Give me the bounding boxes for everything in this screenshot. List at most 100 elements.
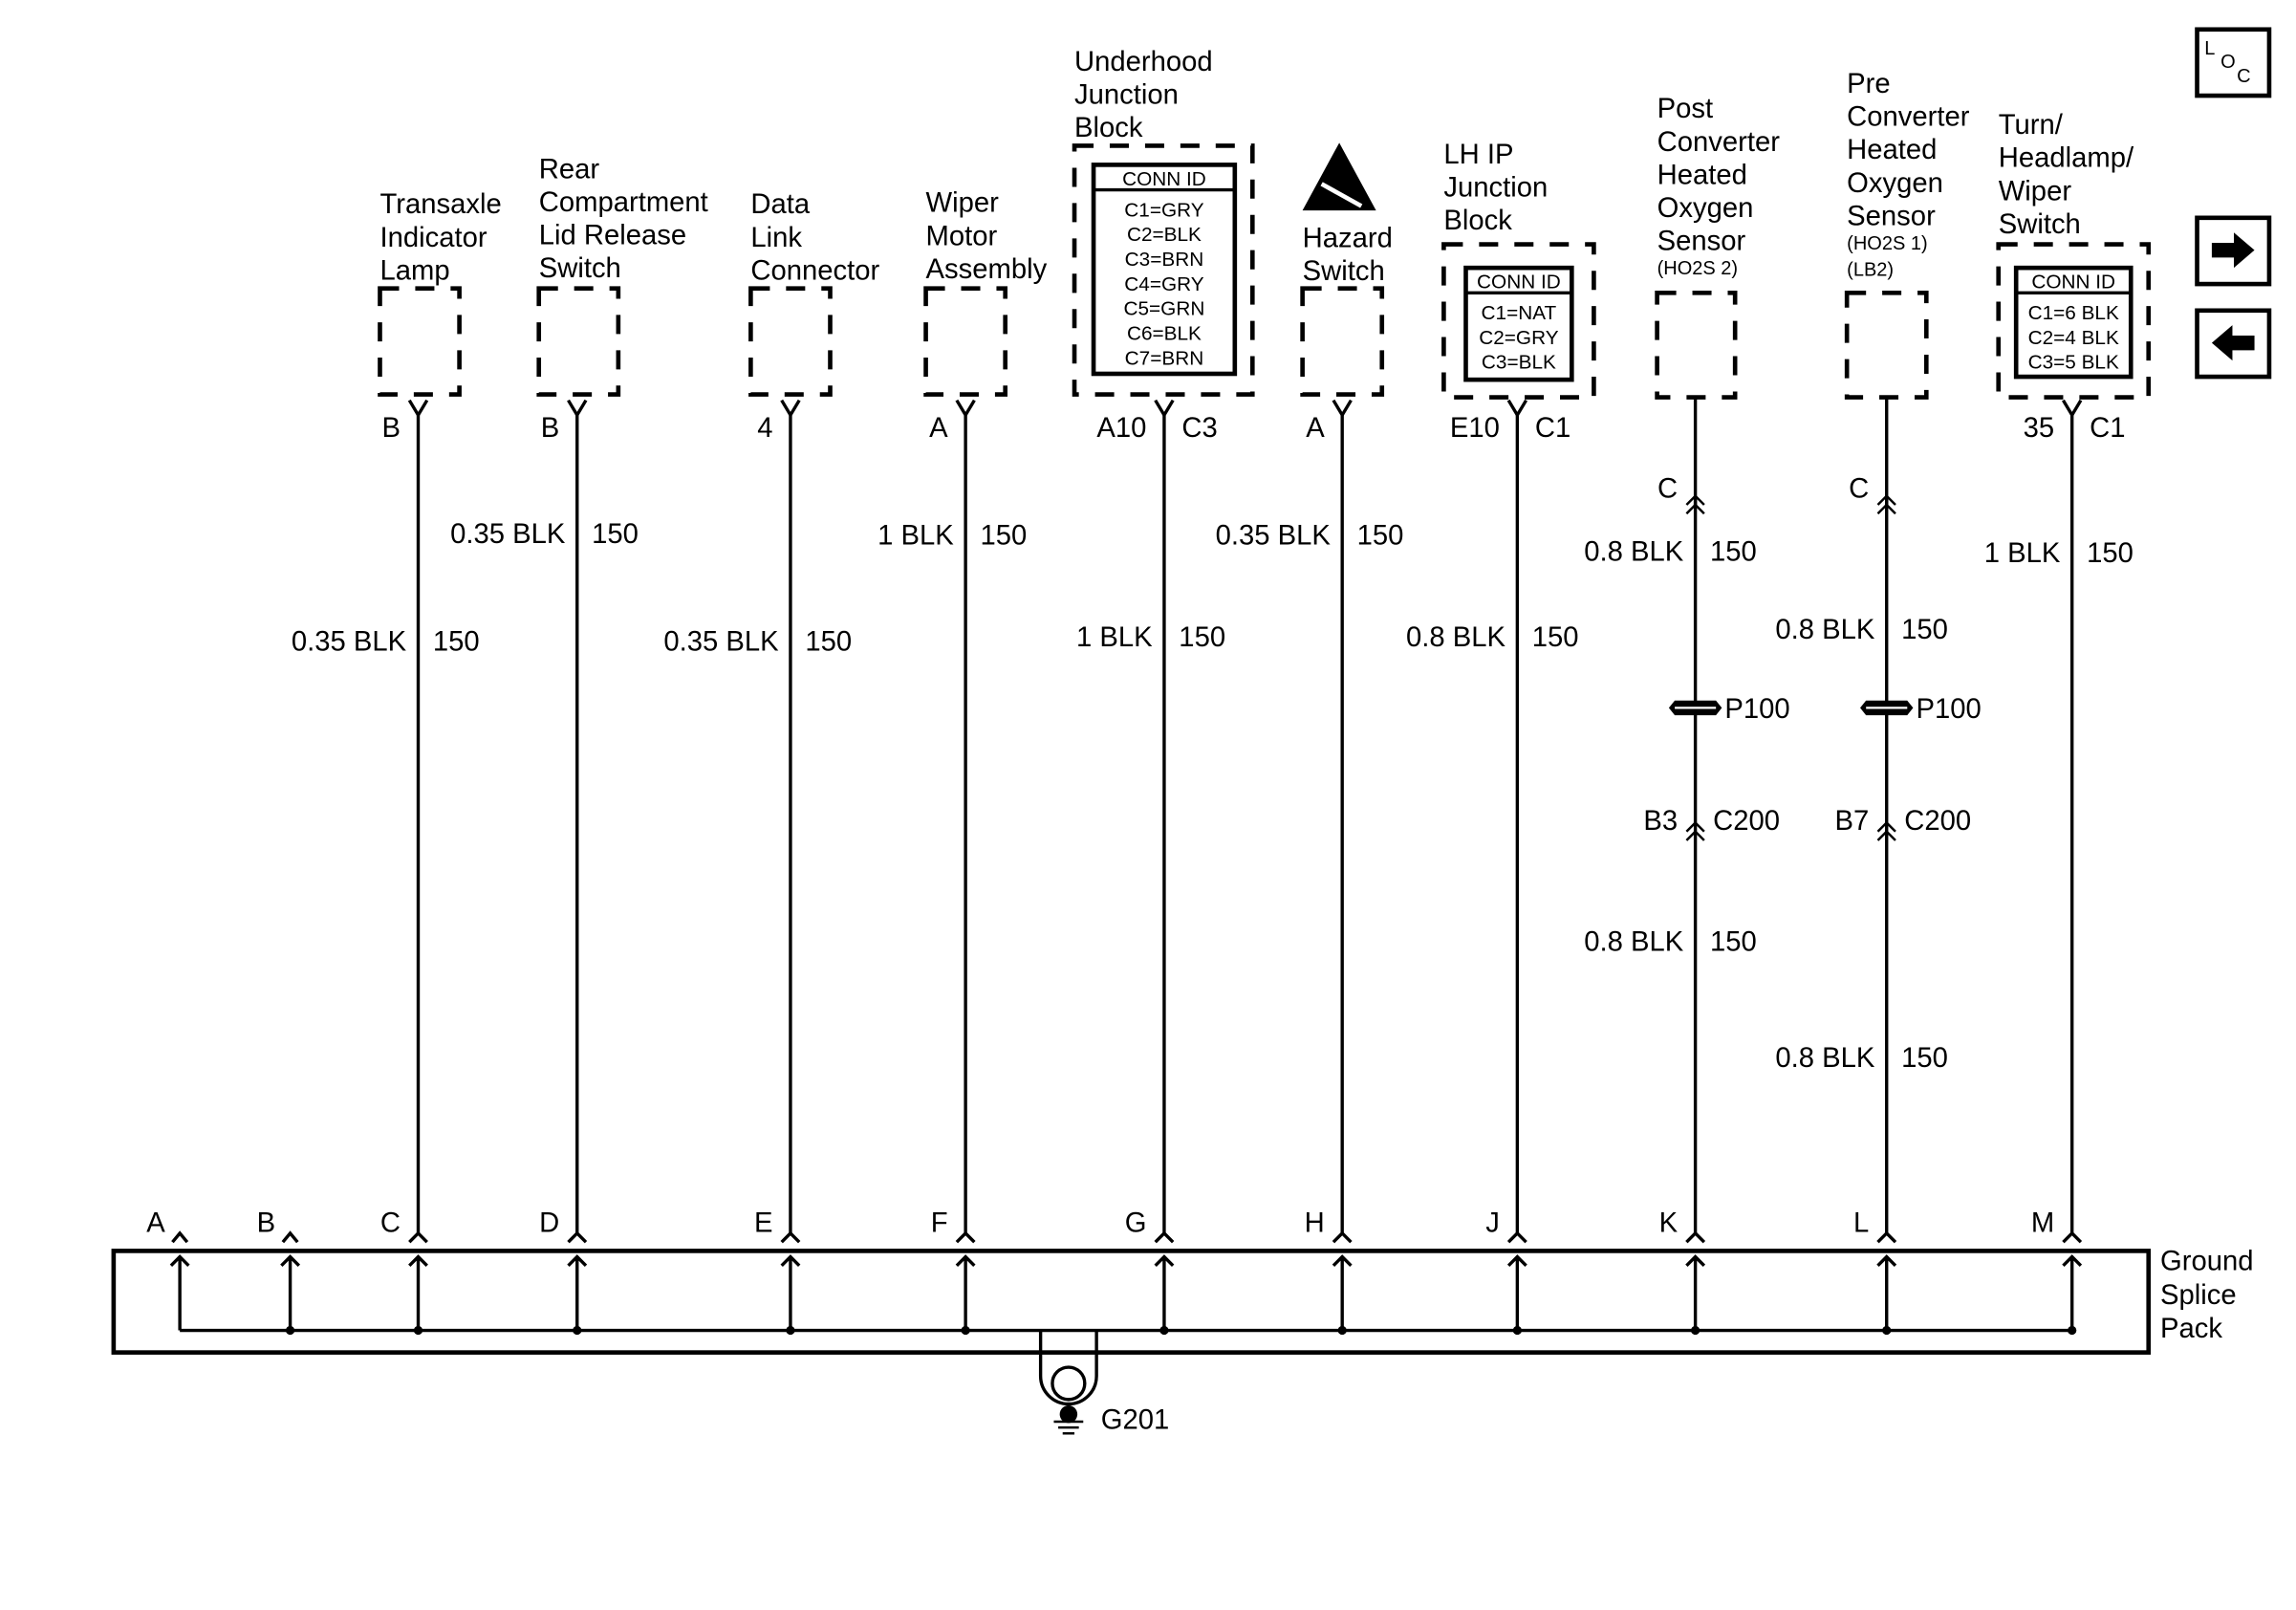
conn-id-row: C2=4 BLK — [2028, 327, 2119, 349]
circuit-number: 150 — [1710, 926, 1757, 957]
pass-through-grommet-icon — [1668, 700, 1722, 716]
component-name-line: Assembly — [926, 254, 1048, 285]
connector-pin-icon — [407, 399, 429, 419]
splice-junction-dot — [1512, 1325, 1522, 1336]
wire-gauge: 1 BLK — [1076, 622, 1153, 653]
component-name-line: Switch — [1303, 256, 1385, 287]
conn-id-table: CONN ID C1=6 BLK C2=4 BLK C3=5 BLK — [2013, 265, 2134, 380]
splice-pin-icon — [955, 1230, 976, 1244]
splice-pin-label: C — [380, 1208, 401, 1238]
wire-gauge: 0.35 BLK — [292, 626, 407, 657]
splice-pin-icon — [2062, 1230, 2083, 1244]
splice-junction-dot — [413, 1325, 423, 1336]
loc-button[interactable]: L O C — [2195, 27, 2272, 98]
pass-through-grommet-icon — [1860, 700, 1914, 716]
circuit-number: 150 — [1179, 622, 1225, 653]
pin-label: A10 — [1096, 413, 1146, 444]
conn-id-row: C3=5 BLK — [2028, 352, 2119, 374]
ground-icon — [1059, 1405, 1078, 1424]
component-name-line: Block — [1074, 113, 1143, 143]
ground-stud — [1051, 1365, 1087, 1402]
conn-id-title: CONN ID — [1477, 272, 1561, 294]
wire-gauge: 1 BLK — [1984, 538, 2061, 569]
splice-pin-label: F — [931, 1208, 948, 1238]
splice-pin-label: L — [1853, 1208, 1869, 1238]
wire-gauge: 0.8 BLK — [1775, 615, 1875, 645]
component-name-line: Wiper — [926, 188, 1000, 219]
arrow-left-icon[interactable] — [2195, 308, 2272, 380]
pin-label: C — [1849, 473, 1869, 504]
component-outline — [1072, 143, 1255, 397]
splice-pin-icon — [281, 1230, 299, 1244]
pin-label: 35 — [2024, 413, 2055, 444]
splice-pin-icon — [567, 1230, 588, 1244]
component-name-line: Switch — [539, 253, 621, 284]
splice-pin-icon — [780, 1230, 801, 1244]
splice-pin-icon — [1332, 1230, 1353, 1244]
pin-label: A — [929, 413, 948, 444]
circuit-number: 150 — [1710, 536, 1757, 567]
pin-label: B — [541, 413, 560, 444]
connector-label: C1 — [2090, 413, 2125, 444]
conn-id-table: CONN ID C1=NAT C2=GRY C3=BLK — [1463, 265, 1574, 382]
loc-letter: C — [2237, 66, 2250, 87]
location-view-icon[interactable] — [2195, 27, 2272, 98]
component-name-line: Converter — [1657, 127, 1781, 158]
component-name-line: Underhood — [1074, 47, 1213, 77]
splice-pin-label: D — [539, 1208, 559, 1238]
connector-pin-icon — [1506, 399, 1528, 419]
circuit-number: 150 — [1901, 1043, 1948, 1074]
pin-label: 4 — [757, 413, 772, 444]
wire-gauge: 0.8 BLK — [1584, 536, 1684, 567]
splice-junction-dot — [1882, 1325, 1892, 1336]
arrow-right-icon[interactable] — [2195, 215, 2272, 287]
conn-id-row: C2=BLK — [1127, 224, 1202, 246]
component-name-line: Pre — [1847, 69, 1891, 99]
component-name-line: Oxygen — [1657, 193, 1754, 224]
circuit-number: 150 — [433, 626, 480, 657]
connector-label: C1 — [1535, 413, 1570, 444]
wire-gauge: 0.8 BLK — [1406, 622, 1506, 653]
conn-id-row: C2=GRY — [1479, 327, 1558, 349]
wire-gauge: 0.8 BLK — [1775, 1043, 1875, 1074]
splice-junction-dot — [1691, 1325, 1700, 1336]
splice-pin-label: G — [1125, 1208, 1147, 1238]
inline-pin-label: B3 — [1643, 806, 1678, 837]
loc-letter: O — [2220, 52, 2236, 73]
circuit-number: 150 — [805, 626, 852, 657]
electrostatic-discharge-warning-icon — [1302, 142, 1376, 211]
connector-pin-icon — [2061, 399, 2083, 419]
component-name-line: Compartment — [539, 187, 708, 218]
connector-pin-icon — [1154, 399, 1175, 419]
component-name-line: Hazard — [1303, 224, 1393, 254]
previous-page-button[interactable] — [2195, 308, 2272, 380]
component-name-line: Link — [750, 223, 802, 253]
splice-junction-dot — [2068, 1325, 2077, 1336]
component-name-line: Post — [1657, 94, 1714, 124]
conn-id-row: C7=BRN — [1125, 347, 1204, 369]
component-name-line: Sensor — [1847, 202, 1936, 232]
splice-junction-dot — [961, 1325, 970, 1336]
next-page-button[interactable] — [2195, 215, 2272, 287]
component-name-line: Data — [750, 189, 810, 220]
conn-id-row: C5=GRN — [1124, 298, 1205, 320]
conn-id-title: CONN ID — [2031, 272, 2115, 294]
component-name-line: Headlamp/ — [1999, 143, 2134, 174]
component-name-line: Wiper — [1999, 176, 2072, 207]
conn-id-title: CONN ID — [1122, 168, 1206, 190]
conn-id-row: C4=GRY — [1124, 273, 1203, 295]
conn-id-row: C3=BRN — [1125, 249, 1204, 271]
splice-pin-label: E — [754, 1208, 773, 1238]
component-name-line: Rear — [539, 154, 600, 185]
component-name-line: Block — [1443, 206, 1512, 236]
circuit-number: 150 — [981, 521, 1028, 552]
splice-pin-label: J — [1485, 1208, 1500, 1238]
component-name-line: Transaxle — [379, 189, 501, 220]
